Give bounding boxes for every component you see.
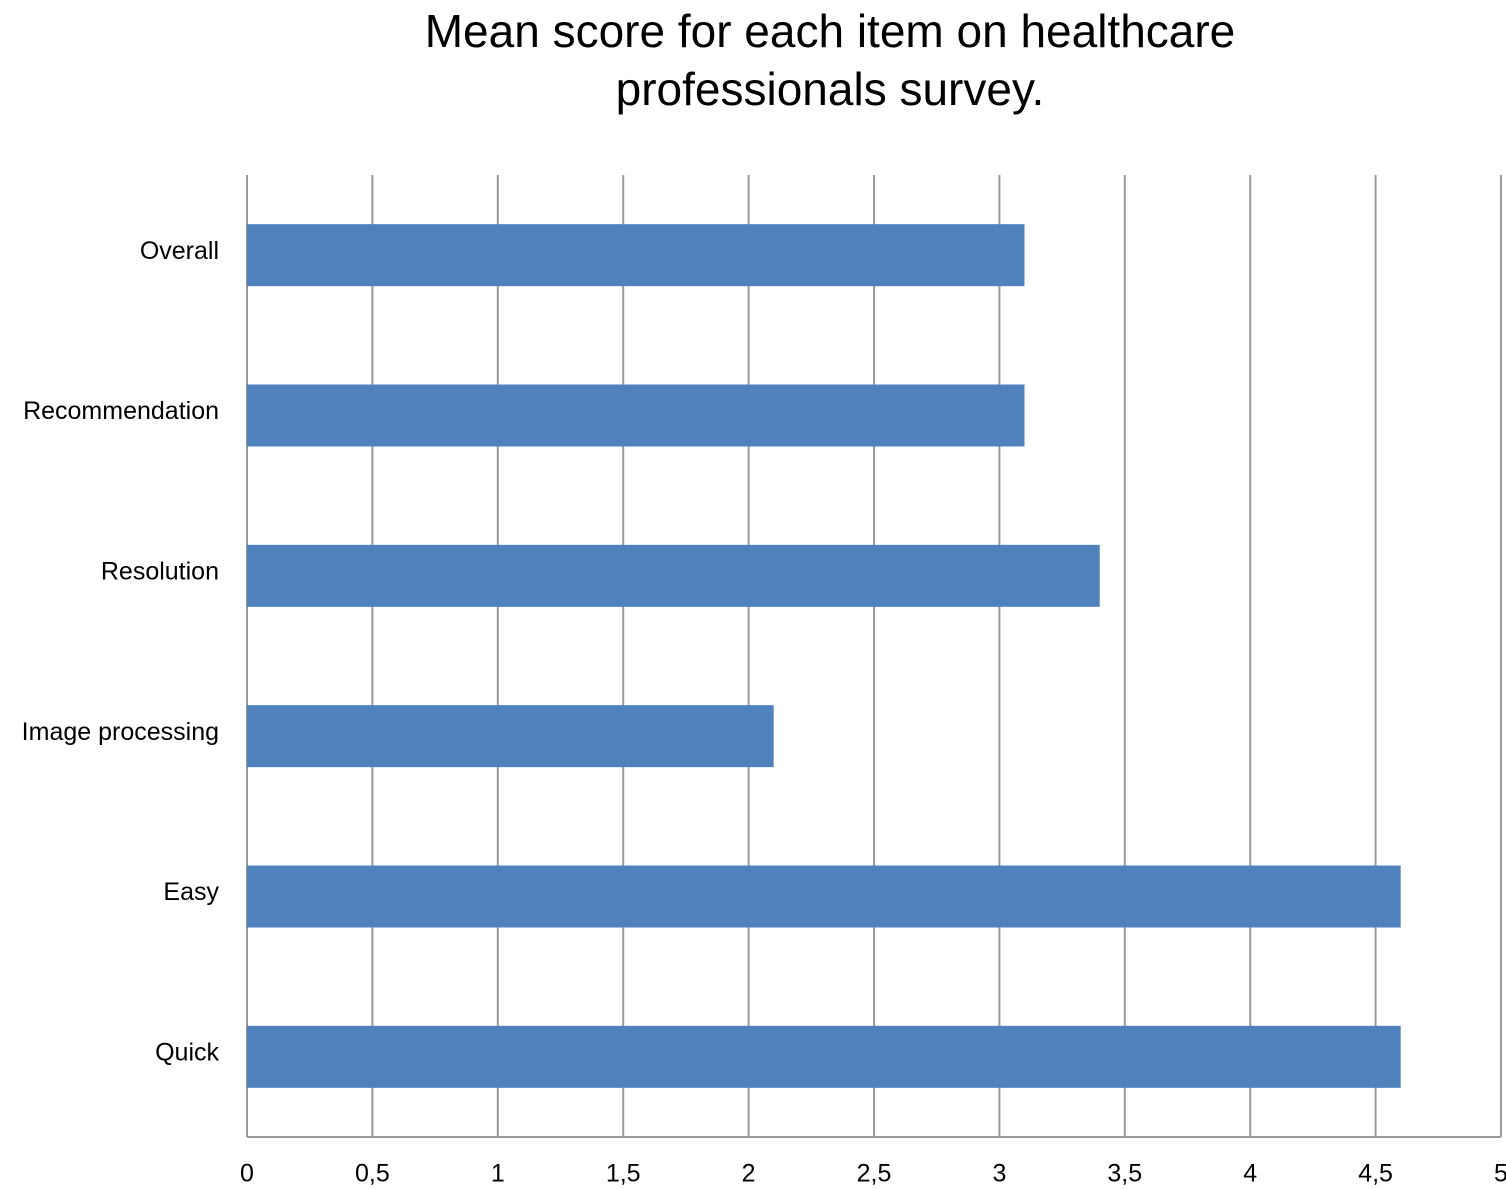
bar [247, 224, 1025, 287]
x-tick-label: 4,5 [1358, 1160, 1393, 1188]
x-tick-label: 0,5 [355, 1160, 390, 1188]
x-tick-label: 4 [1243, 1160, 1257, 1188]
x-tick-label: 2,5 [857, 1160, 892, 1188]
x-tick-label: 3,5 [1107, 1160, 1142, 1188]
y-tick-label: Easy [163, 878, 219, 906]
bar [247, 1025, 1401, 1088]
y-tick-label: Recommendation [23, 397, 219, 425]
y-tick-label: Quick [155, 1038, 219, 1066]
x-tick-label: 0 [240, 1160, 254, 1188]
chart-title: Mean score for each item on healthcare p… [424, 5, 1236, 115]
bar [247, 544, 1100, 607]
bar [247, 865, 1401, 928]
bar [247, 705, 774, 768]
x-tick-label: 1,5 [606, 1160, 641, 1188]
y-tick-label: Overall [140, 237, 219, 265]
x-tick-label: 1 [491, 1160, 505, 1188]
y-tick-label: Resolution [101, 557, 219, 585]
x-tick-label: 2 [742, 1160, 756, 1188]
x-tick-label: 3 [992, 1160, 1006, 1188]
x-tick-label: 5 [1494, 1160, 1506, 1188]
y-tick-label: Image processing [22, 718, 219, 746]
bar [247, 384, 1025, 447]
